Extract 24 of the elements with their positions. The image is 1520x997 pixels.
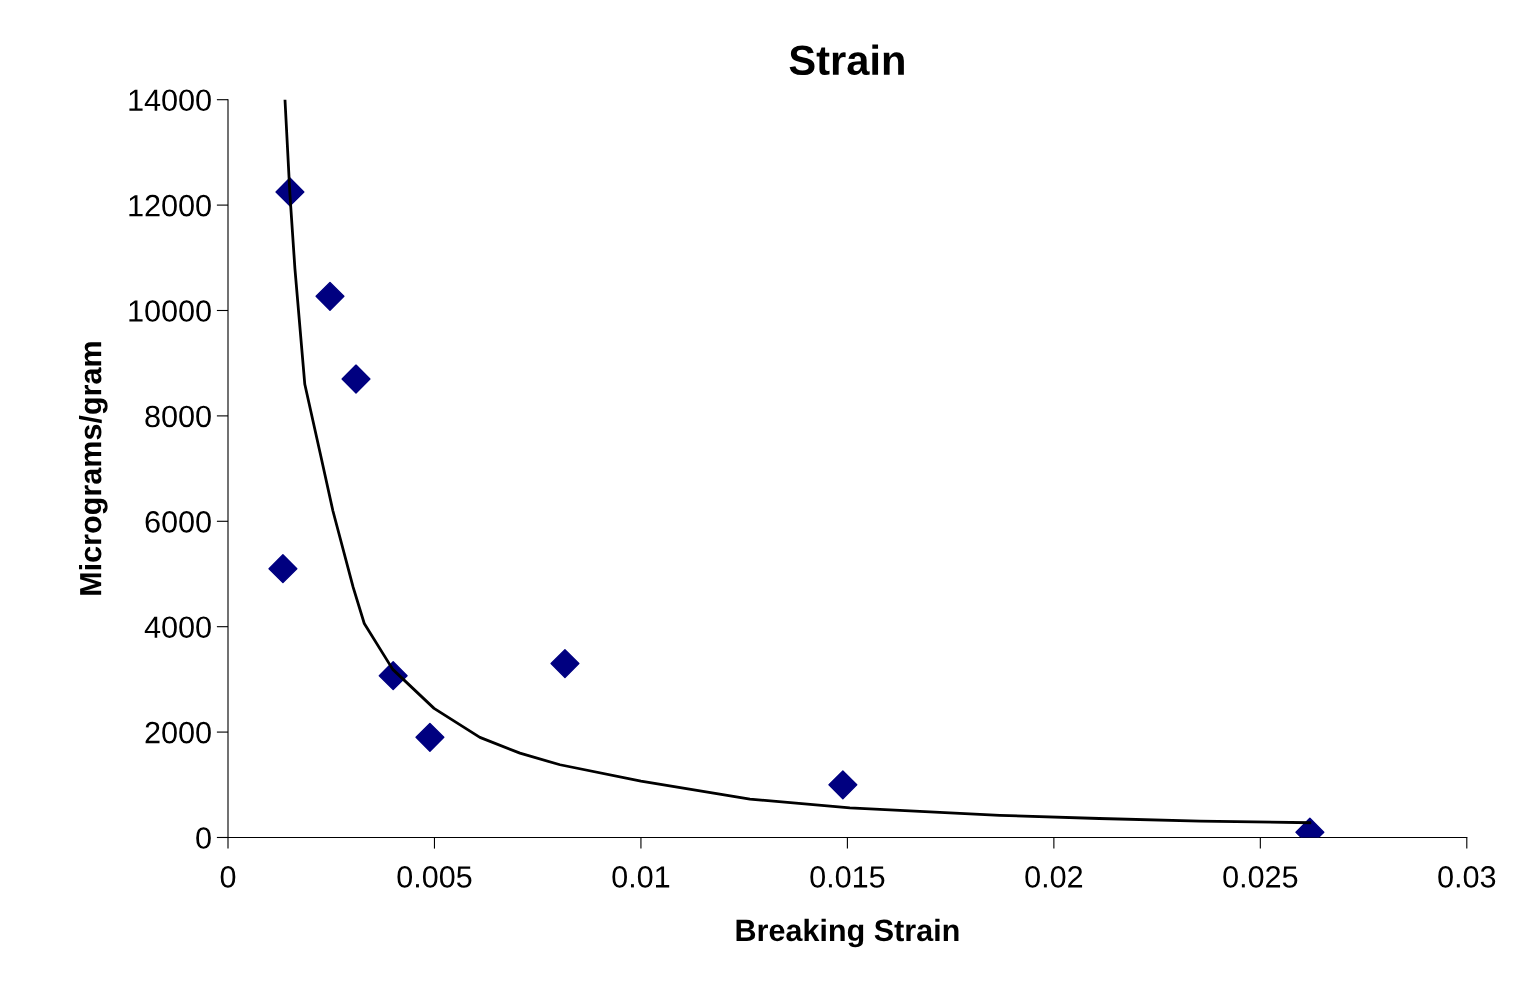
- y-tick-label: 4000: [144, 616, 211, 639]
- y-tick-label: 10000: [129, 300, 211, 322]
- point: [828, 770, 858, 800]
- x-axis-title: Breaking Strain: [736, 918, 959, 948]
- point: [550, 648, 580, 679]
- point: [341, 364, 371, 394]
- y-axis-title: Micrograms/gram: [79, 342, 108, 595]
- x-tick-label: 0.005: [397, 866, 472, 888]
- y-tick-label: 14000: [129, 89, 211, 112]
- y-tick-label: 0: [196, 827, 211, 849]
- point: [315, 281, 345, 311]
- x-tick-label: 0.015: [810, 866, 885, 888]
- point: [415, 722, 445, 752]
- x-tick-label: 0.03: [1438, 866, 1496, 888]
- x-tick-label: 0.01: [612, 866, 670, 888]
- x-tick-label: 0.025: [1223, 866, 1298, 888]
- y-tick-label: 2000: [145, 721, 211, 744]
- x-tick-label: 0: [220, 866, 236, 888]
- point: [268, 554, 298, 584]
- y-tick-label: 8000: [145, 405, 211, 428]
- x-tick-label: 0.02: [1025, 866, 1083, 888]
- y-tick-label: 6000: [145, 511, 211, 533]
- y-tick-label: 12000: [129, 194, 211, 217]
- chart-title: Strain: [789, 44, 904, 76]
